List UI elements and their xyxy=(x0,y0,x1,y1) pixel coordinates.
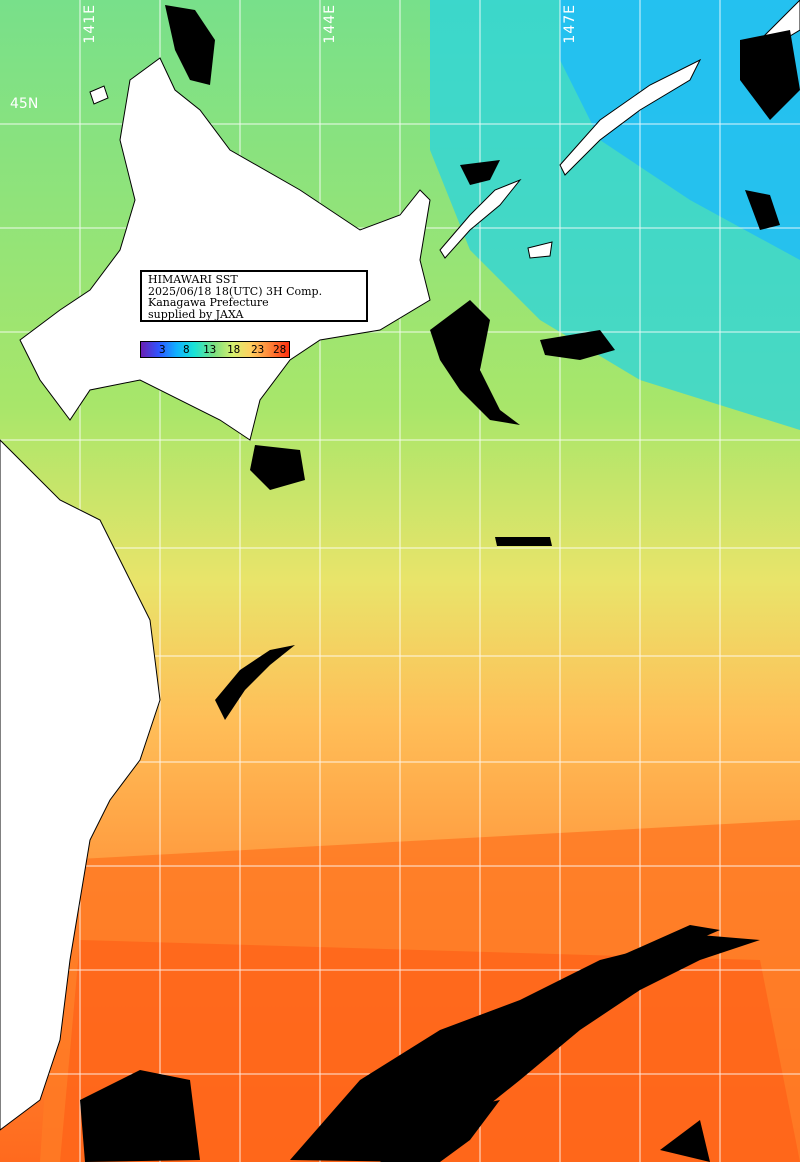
info-source: supplied by JAXA xyxy=(148,307,244,321)
info-org: Kanagawa Prefecture xyxy=(148,296,269,309)
info-box: HIMAWARI SST 2025/06/18 18(UTC) 3H Comp.… xyxy=(140,270,368,322)
info-title: HIMAWARI SST xyxy=(148,273,238,286)
longitude-label-144e: 144E xyxy=(322,4,338,44)
legend-tick-18: 18 xyxy=(227,343,241,356)
cloud-mask xyxy=(80,5,800,1162)
kuril-island-2 xyxy=(559,58,702,176)
longitude-label-147e: 147E xyxy=(562,4,578,44)
hokkaido-land xyxy=(19,57,431,441)
info-date: 2025/06/18 18(UTC) 3H Comp. xyxy=(148,284,323,298)
legend-tick-3: 3 xyxy=(159,343,166,356)
kuril-island-3 xyxy=(527,241,553,259)
longitude-label-141e: 141E xyxy=(82,4,98,44)
honshu-land xyxy=(0,439,161,1131)
legend-tick-23: 23 xyxy=(251,343,265,356)
legend-tick-8: 8 xyxy=(183,343,190,356)
color-legend: 3 8 13 18 23 28 xyxy=(140,341,290,358)
kuril-island-1 xyxy=(439,178,522,259)
legend-tick-13: 13 xyxy=(203,343,217,356)
latitude-label-45n: 45N xyxy=(10,96,39,112)
legend-tick-28: 28 xyxy=(273,343,287,356)
rishiri-island xyxy=(89,85,109,105)
